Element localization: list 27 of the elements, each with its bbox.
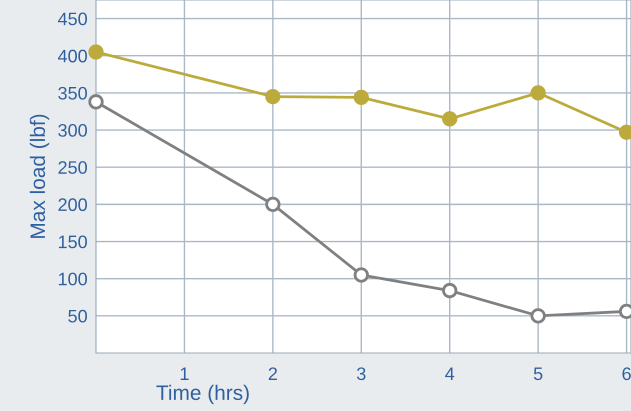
- y-tick-label: 100: [58, 272, 87, 286]
- point: [354, 267, 369, 283]
- point: [530, 85, 546, 101]
- point: [442, 282, 458, 298]
- x-tick-label: 4: [445, 368, 454, 380]
- y-tick-label: 250: [58, 161, 87, 174]
- y-tick-label: 50: [68, 310, 87, 323]
- y-tick-label: 450: [58, 12, 87, 26]
- point: [530, 308, 546, 324]
- y-tick-label: 150: [58, 235, 87, 248]
- y-tick-label: 300: [58, 124, 87, 137]
- point: [88, 94, 104, 110]
- x-axis-title: Time (hrs): [156, 384, 249, 404]
- y-axis-title: Max load (lbf): [30, 114, 50, 238]
- point: [442, 111, 458, 127]
- point: [265, 88, 280, 104]
- x-tick-label: 6: [622, 367, 631, 380]
- point: [354, 90, 369, 105]
- y-tick-label: 200: [58, 198, 87, 212]
- y-tick-label: 350: [58, 86, 87, 100]
- y-tick-label: 400: [58, 50, 87, 62]
- x-tick-label: 3: [356, 367, 366, 380]
- x-tick-label: 5: [534, 368, 542, 380]
- x-tick-label: 1: [180, 368, 189, 380]
- point: [88, 44, 104, 60]
- point: [265, 196, 280, 212]
- x-tick-label: 2: [268, 367, 277, 380]
